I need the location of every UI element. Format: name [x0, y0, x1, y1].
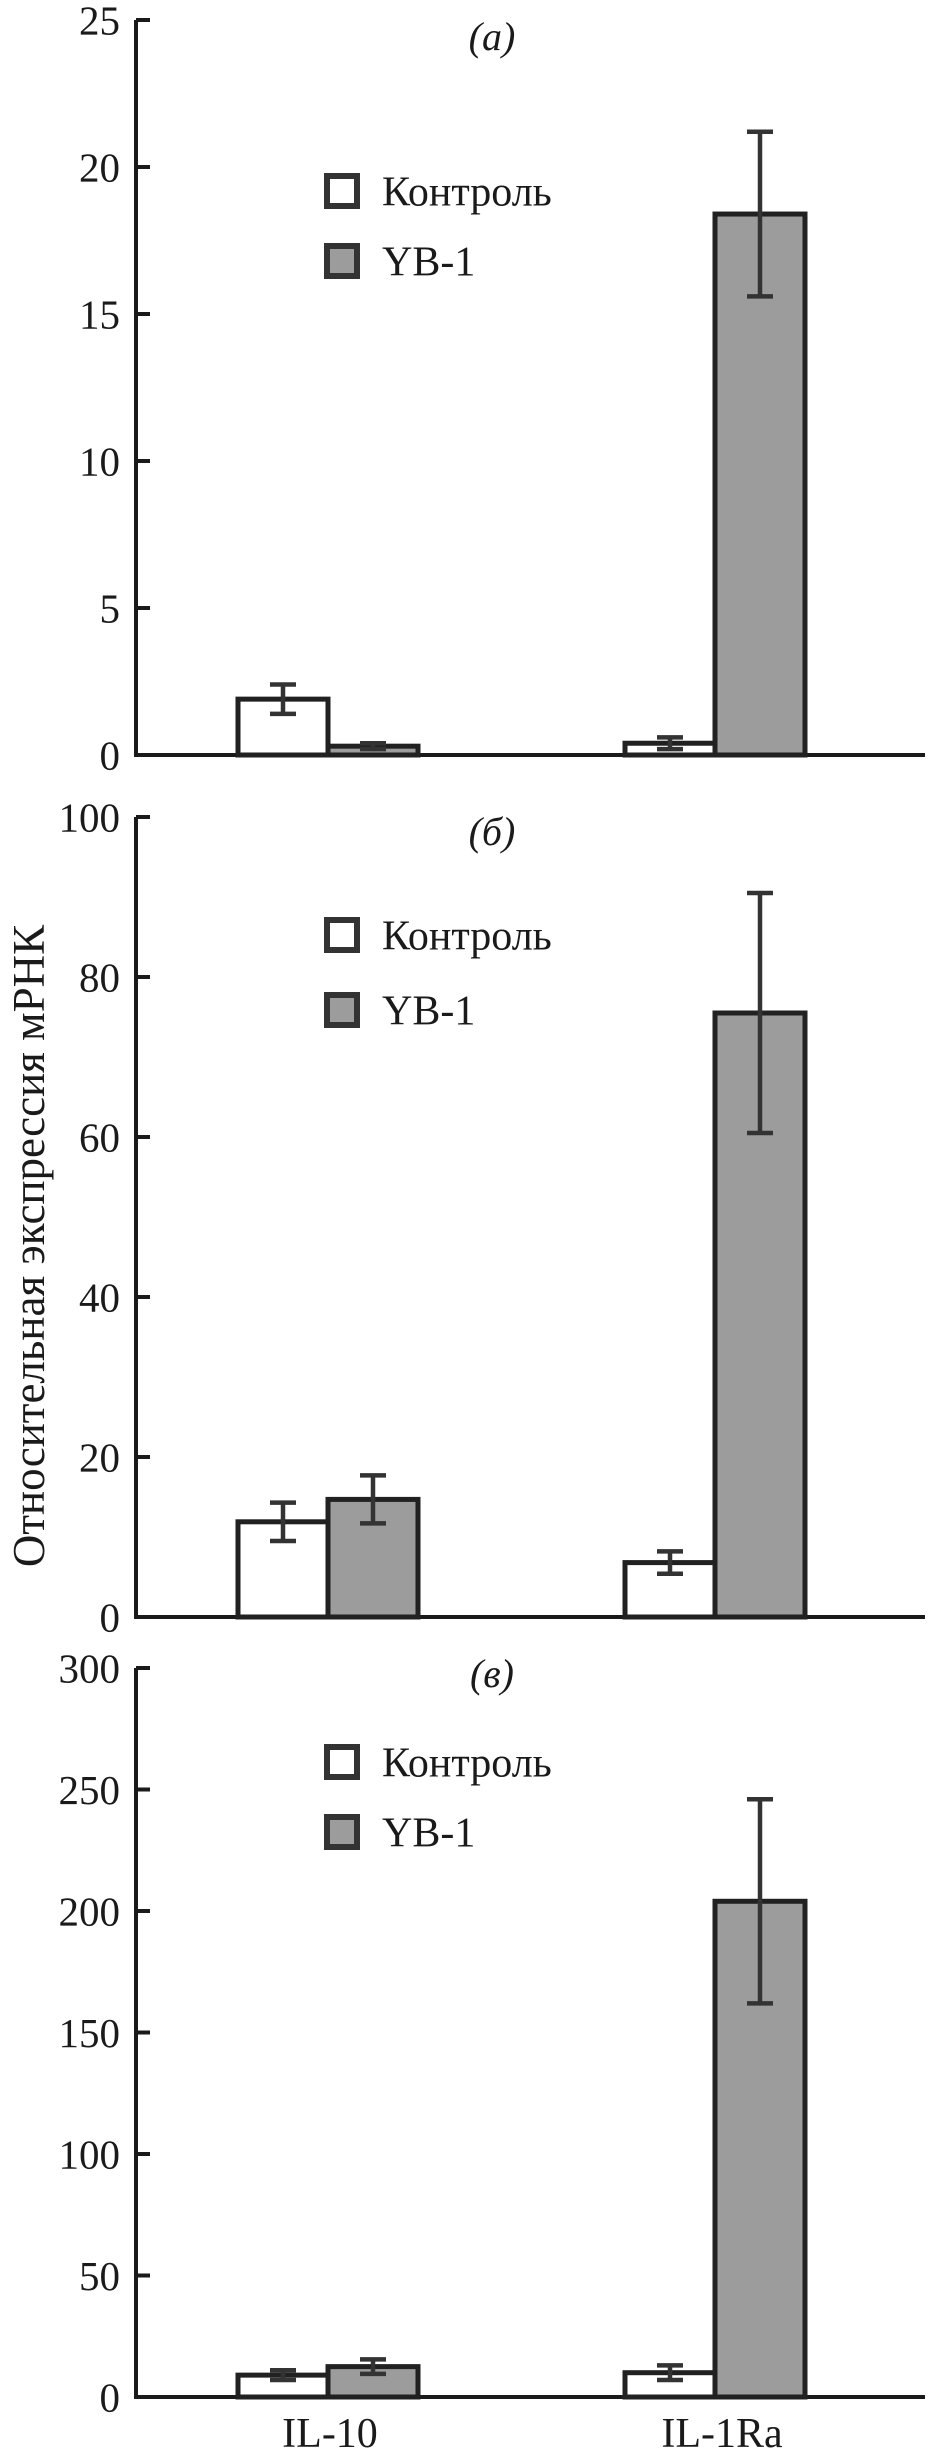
panel-b-y-tick-label: 80: [79, 954, 120, 1000]
panel-b-legend-label-control: Контроль: [382, 914, 552, 960]
panel-v-bar-il-10-yb-1: [325, 2364, 421, 2400]
panel-v-letter: (в): [470, 1651, 514, 1696]
panel-v-y-tick-label: 150: [59, 2010, 121, 2056]
x-axis-label-il-10: IL-10: [282, 2411, 378, 2457]
panel-b-y-tick-label: 20: [79, 1434, 120, 1480]
panel-a-y-tick-label: 20: [79, 144, 120, 190]
panel-a-y-tick-label: 10: [79, 438, 120, 484]
panel-v-legend-swatch-control: [324, 1744, 360, 1780]
panel-v-legend-label-control: Контроль: [382, 1741, 552, 1787]
panel-v-legend-swatch-yb-1: [324, 1814, 360, 1850]
panel-a-legend-swatch-yb-1: [324, 243, 360, 279]
panel-b-legend-swatch-control: [324, 917, 360, 953]
panel-v-y-tick-label: 300: [59, 1645, 121, 1691]
panel-a-legend-label-yb-1: YB-1: [382, 240, 475, 286]
panel-b-y-tick-label: 0: [100, 1594, 121, 1640]
panel-a-y-tick-label: 15: [79, 291, 120, 337]
panel-v-y-tick-label: 50: [79, 2253, 120, 2299]
panel-v-y-tick-label: 0: [100, 2374, 121, 2420]
panel-a-legend-swatch-control: [324, 173, 360, 209]
panel-v-y-tick-label: 100: [59, 2131, 121, 2177]
panel-v: 0 50 100 150 200 250 300 (в) Контроль YB-1: [59, 1645, 925, 2420]
panel-b-y-tick-label: 60: [79, 1114, 120, 1160]
panel-v-bar-il-1ra-yb-1: [712, 1898, 808, 2400]
panel-a-y-tick-label: 0: [100, 732, 121, 778]
panel-a-letter: (а): [469, 14, 516, 59]
panel-a-y-tick-label: 25: [79, 0, 120, 43]
panel-b-legend-swatch-yb-1: [324, 992, 360, 1028]
panel-b: 0 20 40 60 80 100 (б) Контроль YB-1: [59, 794, 925, 1640]
panel-v-legend-label-yb-1: YB-1: [382, 1811, 475, 1857]
panel-v-y-tick-label: 250: [59, 1767, 121, 1813]
panel-b-y-tick-label: 40: [79, 1274, 120, 1320]
panel-a: 0 5 10 15 20 25 (а) Контроль YB-1: [79, 0, 925, 778]
panel-v-y-tick-label: 200: [59, 1888, 121, 1934]
y-axis-title: Относительная экспрессия мРНК: [4, 924, 54, 1567]
x-axis-label-il-1ra: IL-1Ra: [661, 2411, 783, 2457]
panel-a-legend-label-control: Контроль: [382, 170, 552, 216]
panel-b-legend-label-yb-1: YB-1: [382, 989, 475, 1035]
panel-b-letter: (б): [469, 809, 516, 854]
panel-b-y-tick-label: 100: [59, 794, 121, 840]
panel-a-y-tick-label: 5: [100, 585, 121, 631]
